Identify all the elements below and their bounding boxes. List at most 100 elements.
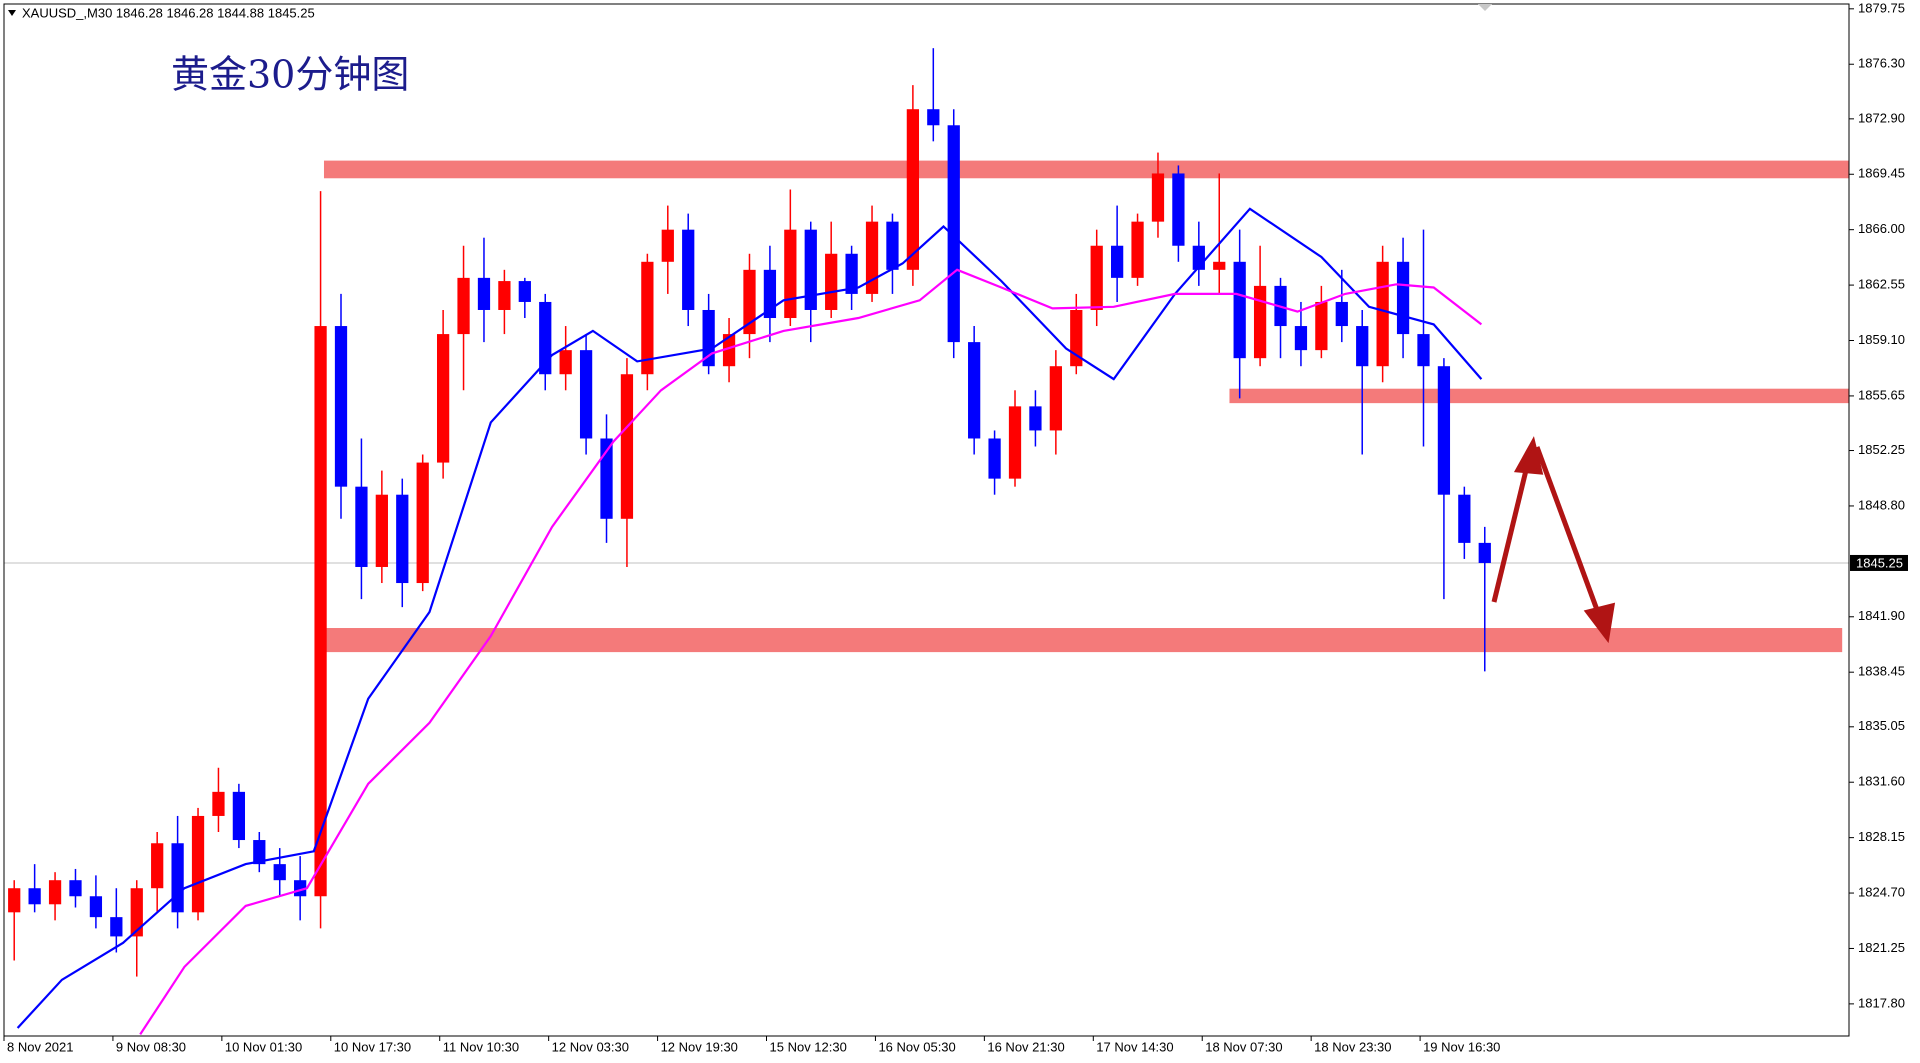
candle-body [416, 462, 429, 584]
up-arrow-head [1513, 436, 1544, 475]
y-tick-label: 1869.45 [1858, 166, 1905, 181]
candle-body [1049, 366, 1062, 431]
candle-body [702, 309, 715, 367]
x-tick-label: 18 Nov 07:30 [1205, 1039, 1282, 1054]
candle-body [661, 229, 674, 262]
y-tick-label: 1852.25 [1858, 442, 1905, 457]
candle-body [641, 261, 654, 375]
candle-body [1315, 301, 1328, 351]
x-tick-label: 10 Nov 01:30 [225, 1039, 302, 1054]
axes: 1879.75 1876.30 1872.90 1869.45 1866.00 1862.… [3, 0, 1908, 1054]
x-tick-label: 9 Nov 08:30 [116, 1039, 186, 1054]
candle-body [1376, 261, 1389, 367]
candle-body [232, 791, 246, 841]
x-tick-label: 17 Nov 14:30 [1096, 1039, 1173, 1054]
y-tick-label: 1879.75 [1858, 0, 1905, 15]
candle-body [763, 269, 777, 319]
x-tick-label: 10 Nov 17:30 [334, 1039, 411, 1054]
price-zone [323, 160, 1849, 179]
candle-body [273, 864, 286, 881]
y-tick-label: 1859.10 [1858, 332, 1905, 347]
annotation-arrows [1491, 436, 1616, 644]
candle-body [906, 109, 920, 270]
candle-body [48, 880, 62, 905]
candle-body [375, 494, 388, 567]
candle-body [743, 269, 756, 335]
candle-body [1356, 326, 1369, 367]
moving-average-line [139, 268, 1483, 1036]
x-tick-label: 11 Nov 10:30 [443, 1039, 519, 1054]
candle-body [947, 125, 960, 343]
price-zone [1229, 388, 1849, 404]
candle-body [1458, 494, 1471, 543]
candle-body [682, 229, 695, 310]
candles [8, 48, 1491, 977]
y-tick-label: 1866.00 [1858, 221, 1905, 236]
x-tick-label: 12 Nov 19:30 [661, 1039, 738, 1054]
moving-average-line [16, 207, 1483, 1029]
chart-title: 黄金30分钟图 [171, 53, 409, 97]
candle-body [130, 888, 143, 937]
candle-body [89, 896, 103, 918]
last-price-label: 1845.25 [1856, 555, 1903, 570]
candle-body [171, 843, 184, 913]
candle-body [722, 334, 736, 367]
x-tick-label: 15 Nov 12:30 [770, 1039, 847, 1054]
y-tick-label: 1828.15 [1858, 829, 1905, 844]
candle-body [1111, 245, 1124, 278]
candle-body [28, 888, 41, 905]
header-icon [8, 10, 16, 16]
up-arrow [1491, 461, 1531, 603]
candle-body [845, 253, 858, 294]
y-tick-label: 1855.65 [1858, 387, 1905, 402]
candle-body [559, 350, 572, 375]
candle-body [1008, 406, 1022, 479]
candle-body [1478, 542, 1491, 563]
candle-body [477, 277, 491, 310]
y-tick-label: 1824.70 [1858, 884, 1905, 899]
candle-body [1090, 245, 1103, 310]
y-tick-label: 1838.45 [1858, 664, 1905, 679]
candle-body [8, 888, 21, 913]
y-tick-label: 1876.30 [1858, 56, 1905, 71]
candle-body [1151, 173, 1165, 222]
candle-body [927, 109, 940, 126]
candle-body [396, 494, 409, 584]
candle-body [1172, 173, 1185, 246]
candle-body [600, 438, 613, 519]
candle-body [784, 229, 797, 319]
plot-frame [3, 3, 1850, 1037]
candle-body [212, 791, 225, 816]
candle-body [865, 221, 879, 294]
y-tick-label: 1821.25 [1858, 940, 1905, 955]
candle-body [539, 301, 552, 375]
price-zone [317, 628, 1843, 653]
candle-body [1233, 261, 1246, 359]
candle-body [620, 374, 634, 519]
candle-body [1437, 366, 1451, 495]
candle-body [151, 843, 164, 889]
down-arrow [1534, 446, 1603, 619]
candle-body [1417, 334, 1430, 367]
candle-body [110, 917, 123, 937]
symbol-header: XAUUSD_,M30 1846.28 1846.28 1844.88 1845… [22, 5, 315, 20]
x-tick-label: 12 Nov 03:30 [552, 1039, 629, 1054]
candle-body [294, 880, 307, 897]
candle-body [457, 277, 470, 335]
candle-body [579, 350, 593, 439]
x-tick-label: 16 Nov 05:30 [878, 1039, 955, 1054]
candle-body [314, 326, 327, 897]
y-tick-label: 1862.55 [1858, 277, 1905, 292]
candle-body [1029, 406, 1042, 431]
x-tick-label: 18 Nov 23:30 [1314, 1039, 1391, 1054]
scroll-marker [1478, 4, 1492, 11]
zones [317, 160, 1849, 653]
candle-body [191, 815, 205, 913]
y-tick-label: 1841.90 [1858, 608, 1905, 623]
y-tick-label: 1835.05 [1858, 718, 1905, 733]
moving-averages [16, 207, 1483, 1036]
last-price-box [1850, 554, 1908, 571]
